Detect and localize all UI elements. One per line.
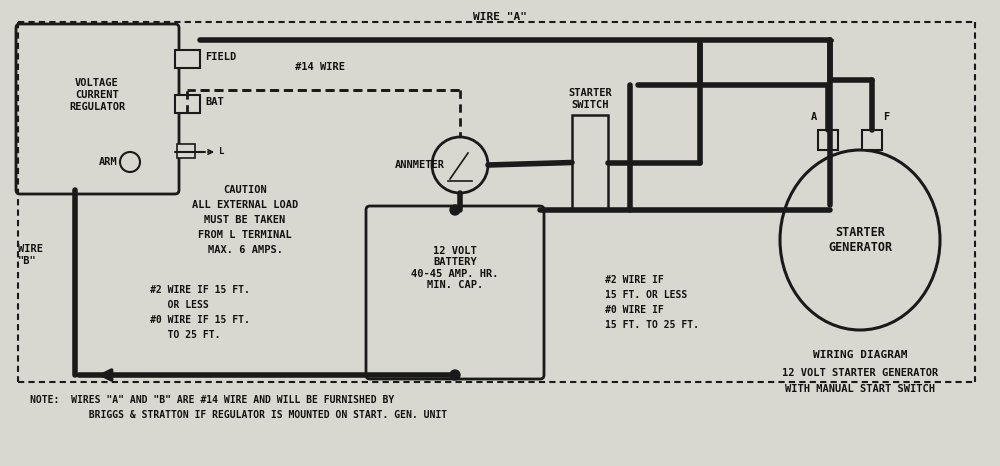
Text: MAX. 6 AMPS.: MAX. 6 AMPS. (208, 245, 283, 255)
Text: WIRE
"B": WIRE "B" (18, 244, 43, 266)
Text: WIRING DIAGRAM: WIRING DIAGRAM (813, 350, 907, 360)
Text: 12 VOLT STARTER GENERATOR: 12 VOLT STARTER GENERATOR (782, 368, 938, 378)
Text: L: L (219, 148, 224, 157)
Text: STARTER
GENERATOR: STARTER GENERATOR (828, 226, 892, 254)
Bar (572, 115, 608, 210)
Text: CAUTION: CAUTION (223, 185, 267, 195)
FancyBboxPatch shape (16, 24, 179, 194)
Text: BRIGGS & STRATTON IF REGULATOR IS MOUNTED ON START. GEN. UNIT: BRIGGS & STRATTON IF REGULATOR IS MOUNTE… (30, 410, 447, 420)
Text: WIRE "A": WIRE "A" (473, 12, 527, 22)
Bar (175, 50, 200, 68)
Text: #2 WIRE IF: #2 WIRE IF (605, 275, 664, 285)
Text: BAT: BAT (205, 97, 224, 107)
Text: 15 FT. OR LESS: 15 FT. OR LESS (605, 290, 687, 300)
Text: F: F (883, 112, 889, 122)
Text: 15 FT. TO 25 FT.: 15 FT. TO 25 FT. (605, 320, 699, 330)
Text: OR LESS: OR LESS (150, 300, 209, 310)
Bar (862, 130, 882, 150)
Text: VOLTAGE
CURRENT
REGULATOR: VOLTAGE CURRENT REGULATOR (69, 78, 125, 111)
Text: #14 WIRE: #14 WIRE (295, 62, 345, 72)
Text: A: A (811, 112, 817, 122)
Text: #0 WIRE IF 15 FT.: #0 WIRE IF 15 FT. (150, 315, 250, 325)
Text: STARTER
SWITCH: STARTER SWITCH (568, 89, 612, 110)
Circle shape (432, 137, 488, 193)
Bar (175, 95, 200, 113)
Text: ANNMETER: ANNMETER (395, 160, 445, 170)
Text: FIELD: FIELD (205, 52, 236, 62)
Circle shape (450, 205, 460, 215)
Text: MUST BE TAKEN: MUST BE TAKEN (204, 215, 286, 225)
Text: ARM: ARM (99, 157, 118, 167)
Text: #2 WIRE IF 15 FT.: #2 WIRE IF 15 FT. (150, 285, 250, 295)
Circle shape (450, 370, 460, 380)
FancyBboxPatch shape (366, 206, 544, 379)
Circle shape (120, 152, 140, 172)
Bar (177, 144, 195, 158)
Text: ALL EXTERNAL LOAD: ALL EXTERNAL LOAD (192, 200, 298, 210)
Bar (818, 130, 838, 150)
Text: TO 25 FT.: TO 25 FT. (150, 330, 220, 340)
Text: 12 VOLT
BATTERY
40-45 AMP. HR.
MIN. CAP.: 12 VOLT BATTERY 40-45 AMP. HR. MIN. CAP. (411, 246, 499, 290)
Ellipse shape (780, 150, 940, 330)
Text: FROM L TERMINAL: FROM L TERMINAL (198, 230, 292, 240)
Text: #0 WIRE IF: #0 WIRE IF (605, 305, 664, 315)
Text: WITH MANUAL START SWITCH: WITH MANUAL START SWITCH (785, 384, 935, 394)
Text: NOTE:  WIRES "A" AND "B" ARE #14 WIRE AND WILL BE FURNISHED BY: NOTE: WIRES "A" AND "B" ARE #14 WIRE AND… (30, 395, 394, 405)
